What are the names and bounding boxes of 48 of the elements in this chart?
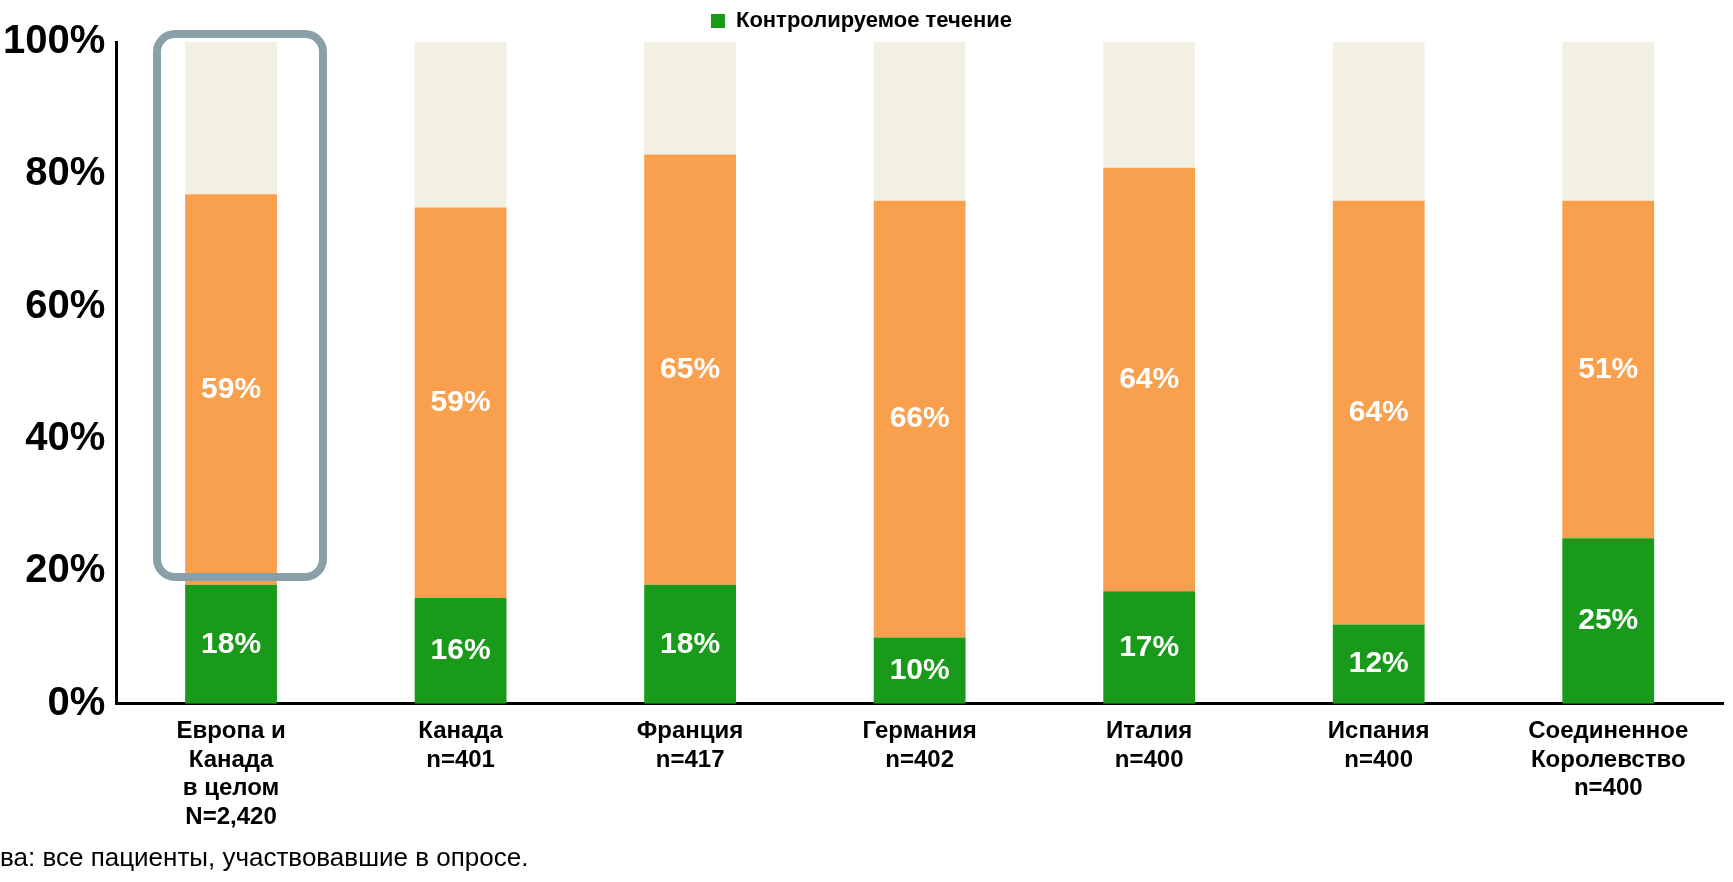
data-label: 17% [1119,628,1180,662]
x-tick-label: Европа и Канада в целом N=2,420 [176,715,286,830]
data-label: 16% [430,632,491,666]
bar [644,42,737,155]
bar [873,200,966,638]
legend-label: Контролируемое течение [735,7,1013,33]
bar [1103,167,1196,592]
bar [1332,200,1425,625]
y-tick-label: 60% [25,281,106,326]
x-tick-label: Испания n=400 [1327,715,1430,772]
bar [414,597,507,704]
data-label: 18% [201,625,262,659]
bar [1103,42,1196,168]
data-label: 51% [1578,350,1639,384]
data-label: 59% [201,370,262,404]
bar [185,584,277,704]
x-tick-label: Канада n=401 [418,715,504,772]
data-label: 10% [889,651,950,685]
bar [1562,200,1655,539]
bar [873,42,966,201]
x-tick-label: Италия n=400 [1106,715,1193,772]
y-tick-label: 20% [25,546,106,591]
y-tick-label: 40% [25,414,106,459]
bar [644,584,737,704]
y-tick-label: 0% [47,678,106,723]
x-tick-label: Германия n=402 [862,715,977,772]
data-label: 18% [660,625,721,659]
text: ва: все пациенты, участвовавшие в опросе. [0,842,529,873]
y-tick-label: 100% [2,17,106,62]
data-label: 64% [1348,393,1409,427]
bar [1103,591,1196,704]
data-label: 64% [1119,360,1180,394]
data-label: 66% [889,400,950,434]
bar [1562,538,1655,704]
data-label: 25% [1578,602,1639,636]
y-tick-label: 80% [25,149,106,194]
bar [1332,624,1425,704]
x-tick-label: Франция n=417 [636,715,744,772]
data-label: 12% [1348,645,1409,679]
bar [414,42,507,208]
bar [1332,42,1425,201]
bar [414,207,507,598]
data-label: 59% [430,383,491,417]
data-label: 65% [660,350,721,384]
bar [185,42,277,195]
bar [1562,42,1655,201]
bar [644,154,737,585]
x-tick-label: Соединенное Королевство n=400 [1528,715,1689,801]
